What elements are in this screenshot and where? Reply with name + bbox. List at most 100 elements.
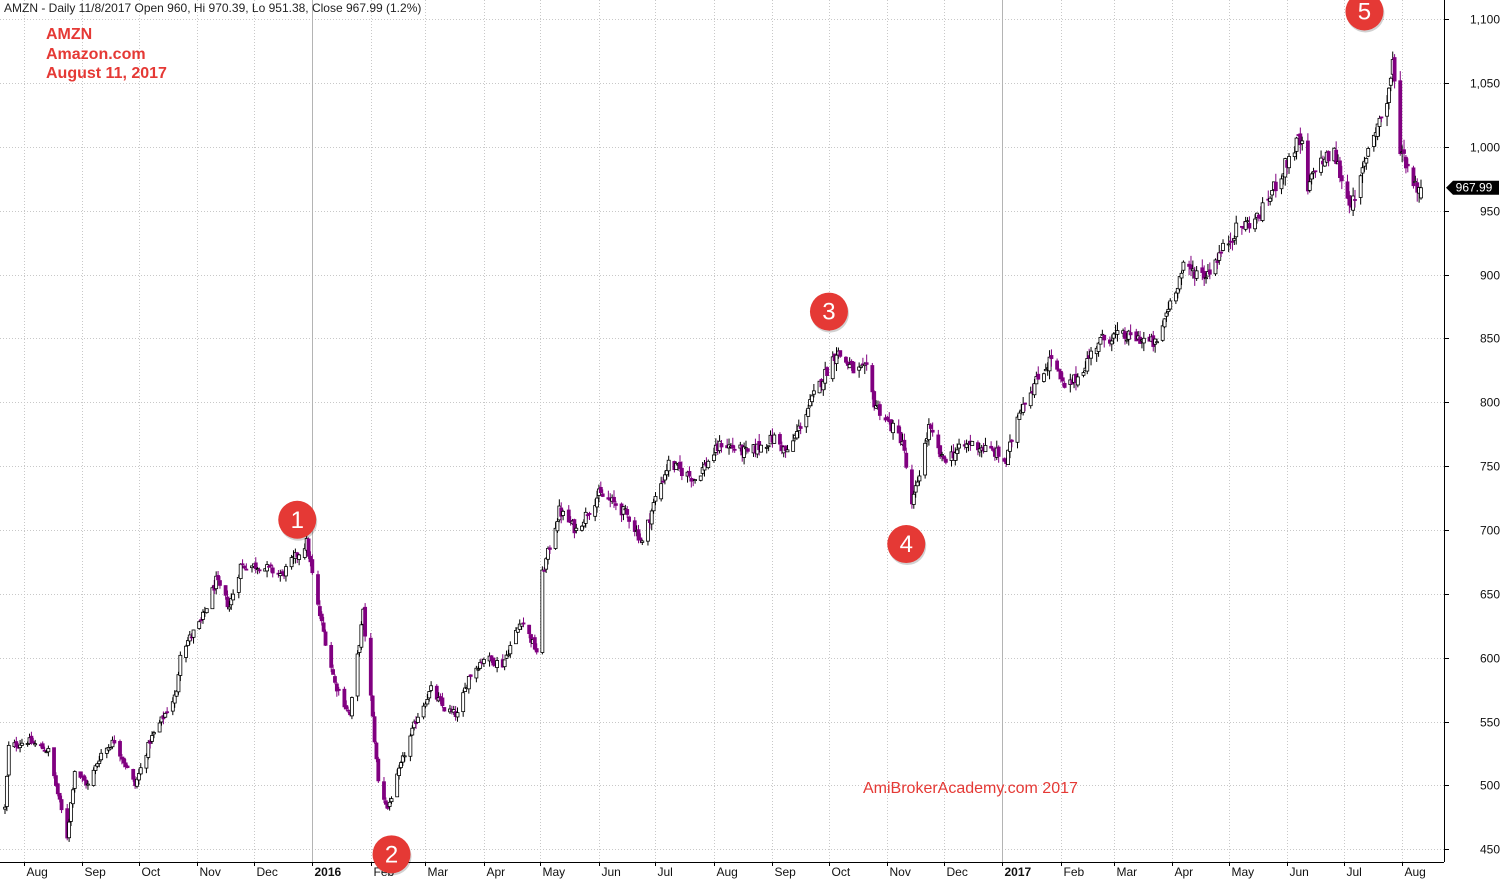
- y-tick-label: 650: [1480, 588, 1500, 602]
- candle-body: [1207, 269, 1212, 275]
- candle-body: [1202, 271, 1207, 279]
- y-tick-label: 700: [1480, 524, 1500, 538]
- candle-body: [55, 783, 60, 795]
- candle-body: [1351, 195, 1356, 211]
- candle-body: [574, 527, 579, 531]
- x-tick-label: Jul: [658, 865, 673, 879]
- company-name: Amazon.com: [46, 46, 146, 63]
- marker-label: 2: [385, 841, 398, 868]
- candle-body: [410, 727, 415, 736]
- candle-body: [1128, 332, 1133, 336]
- candle-body: [917, 475, 922, 482]
- candle-body: [1160, 325, 1165, 341]
- x-tick-label: Oct: [142, 865, 161, 879]
- wave-markers: 1 2 3 4 5: [278, 0, 1385, 876]
- candle-body: [474, 667, 479, 679]
- chart-header: AMZN - Daily 11/8/2017 Open 960, Hi 970.…: [4, 1, 421, 15]
- candle-body: [121, 757, 126, 764]
- candle-body: [942, 455, 946, 460]
- candle-body: [1043, 369, 1048, 372]
- candle-body: [125, 765, 130, 768]
- candle-body: [532, 637, 537, 650]
- candle-body: [1404, 156, 1408, 169]
- candle-body: [333, 676, 337, 683]
- candle-body: [1243, 220, 1248, 230]
- candle-body: [1164, 312, 1169, 317]
- y-tick-label: 1,100: [1470, 13, 1500, 27]
- candle-body: [1219, 251, 1224, 254]
- candle-body: [67, 821, 72, 839]
- candle-body: [778, 434, 782, 445]
- candle-body: [476, 668, 481, 671]
- marker-circle: [372, 835, 411, 874]
- candle-body: [468, 674, 473, 677]
- candle-body: [795, 431, 799, 439]
- candle-body: [506, 654, 511, 657]
- candle-body: [1102, 334, 1107, 341]
- candle-body: [544, 558, 549, 570]
- candle-body: [913, 485, 918, 493]
- candle-body: [136, 773, 141, 781]
- candle-body: [870, 365, 875, 393]
- candle-body: [970, 440, 975, 446]
- candle-body: [112, 740, 117, 744]
- candle-body: [1028, 392, 1033, 407]
- x-tick-label: Mar: [1117, 865, 1138, 879]
- y-tick-label: 750: [1480, 460, 1500, 474]
- candle-body: [238, 563, 243, 580]
- candle-body: [185, 640, 190, 646]
- candle-body: [1358, 175, 1363, 198]
- x-tick-label: Aug: [717, 865, 738, 879]
- x-tick-label: Sep: [85, 865, 107, 879]
- candle-body: [785, 449, 790, 453]
- candle-body: [1338, 160, 1342, 179]
- candle-body: [553, 527, 558, 549]
- candle-body: [640, 540, 645, 543]
- candle-body: [374, 742, 379, 760]
- candle-body: [712, 454, 716, 462]
- candle-body: [561, 510, 566, 516]
- candle-body: [621, 506, 626, 515]
- candle-body: [1392, 57, 1397, 82]
- candle-body: [1270, 190, 1274, 196]
- x-tick-label: May: [1232, 865, 1255, 879]
- candle-body: [1021, 403, 1026, 413]
- candle-body: [138, 767, 143, 775]
- candle-body: [1055, 360, 1060, 370]
- wave-marker-2: 2: [372, 835, 412, 876]
- candle-body: [651, 502, 656, 512]
- candle-body: [1204, 277, 1208, 280]
- candle-body: [1287, 156, 1291, 169]
- x-axis-ticks: Aug Sep Oct Nov Dec 2016 Feb Mar Apr May Jun Jul Aug…: [24, 862, 1426, 879]
- candle-body: [1181, 261, 1186, 271]
- candle-body: [265, 564, 269, 572]
- candle-body: [1360, 167, 1365, 174]
- x-tick-label: Mar: [428, 865, 449, 879]
- grid-lines: [0, 0, 1444, 862]
- candle-body: [1247, 223, 1252, 229]
- candle-body: [244, 568, 249, 571]
- candle-body: [877, 404, 882, 416]
- candle-body: [1166, 308, 1171, 312]
- candle-body: [270, 567, 275, 574]
- candle-body: [331, 669, 335, 675]
- y-tick-label: 950: [1480, 205, 1500, 219]
- candle-body: [764, 446, 769, 449]
- candle-body: [955, 449, 960, 454]
- candle-body: [368, 637, 373, 696]
- candlesticks: [3, 51, 1423, 842]
- candle-body: [1081, 372, 1086, 376]
- candle-body: [82, 775, 87, 781]
- candle-body: [278, 573, 283, 577]
- candle-body: [236, 576, 241, 593]
- candle-body: [372, 716, 377, 743]
- axes: [0, 0, 1445, 863]
- x-tick-label: Jun: [1290, 865, 1309, 879]
- candle-body: [772, 434, 777, 444]
- candle-body: [150, 735, 154, 742]
- candle-body: [176, 674, 181, 693]
- candle-body: [402, 755, 407, 758]
- candle-body: [57, 792, 62, 800]
- candle-body: [425, 699, 430, 705]
- last-price-tag: 967.99: [1446, 180, 1499, 195]
